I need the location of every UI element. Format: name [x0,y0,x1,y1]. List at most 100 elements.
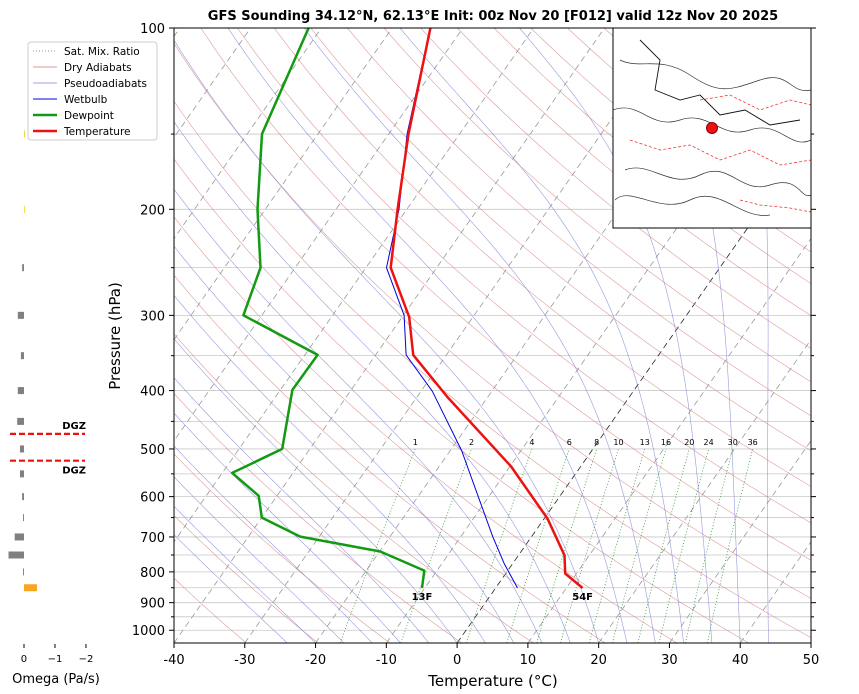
omega-bar [17,417,24,425]
isotherm [527,237,811,643]
x-tick-label: -10 [376,653,397,668]
legend-label: Pseudoadiabats [64,78,147,90]
y-tick-label: 200 [140,203,165,218]
legend-label: Dry Adiabats [64,62,132,74]
mixing-ratio-label: 20 [684,438,694,447]
y-tick-label: 600 [140,491,165,506]
dry-adiabat [200,28,811,561]
omega-bar [8,551,24,559]
mixing-ratio-label: 2 [469,438,474,447]
y-tick-label: 900 [140,597,165,612]
pseudoadiabat [399,28,684,643]
profile-line [230,28,426,589]
omega-bar [23,205,25,213]
dry-adiabat [174,216,678,643]
pseudoadiabat [174,476,345,643]
y-tick-label: 700 [140,531,165,546]
pseudoadiabat [749,28,769,643]
isotherm [174,28,605,643]
pseudoadiabat [174,445,373,643]
x-tick-label: 50 [803,653,820,668]
dry-adiabat [174,392,462,643]
mixing-ratio-line [707,448,754,643]
mixing-ratio-label: 6 [567,438,572,447]
omega-bar [19,470,24,478]
pseudoadiabat [647,28,741,643]
dry-adiabat [174,514,319,643]
dry-adiabat [420,28,811,349]
chart-title: GFS Sounding 34.12°N, 62.13°E Init: 00z … [208,9,778,24]
mixing-ratio-line [536,448,598,643]
y-tick-label: 400 [140,385,165,400]
mixing-ratio-line [588,448,646,643]
y-tick-label: 100 [140,22,165,37]
dry-adiabat [383,28,811,383]
dry-adiabat [174,333,534,643]
pseudoadiabat [174,505,316,643]
dry-adiabat [174,42,811,599]
x-tick-label: 40 [732,653,749,668]
dry-adiabat [273,28,811,487]
surface-label: 54F [572,592,593,603]
mixing-ratio-label: 10 [613,438,623,447]
mixing-ratio-label: 8 [594,438,599,447]
omega-bar [23,130,25,138]
mixing-ratio-line [612,448,667,643]
pseudoadiabat [303,28,656,643]
pseudoadiabat [174,121,571,643]
y-axis-label: Pressure (hPa) [106,282,124,390]
mixing-ratio-label: 1 [413,438,418,447]
pseudoadiabat [174,377,430,643]
pseudoadiabat [174,39,599,643]
omega-bar [23,568,24,576]
dry-adiabat [174,158,749,643]
surface-label: 13F [412,592,433,603]
omega-bar [17,311,24,319]
omega-tick-label: −1 [48,654,63,665]
dry-adiabat [237,28,811,524]
isotherm [174,28,322,240]
pseudoadiabat [174,338,458,643]
x-tick-label: 30 [661,653,678,668]
y-tick-label: 1000 [132,624,165,639]
dry-adiabat [174,577,247,643]
legend-label: Sat. Mix. Ratio [64,46,140,58]
dgz-label: DGZ [62,466,86,477]
mixing-ratio-line [400,448,472,643]
omega-axis-label: Omega (Pa/s) [12,672,100,687]
omega-bar [23,514,24,522]
mixing-ratio-line [560,448,619,643]
dry-adiabat [347,28,811,417]
dry-adiabat [457,28,811,316]
pseudoadiabat [174,188,543,643]
plot-frame [173,27,812,644]
isotherm [669,440,811,643]
legend-label: Dewpoint [64,110,114,122]
legend: Sat. Mix. Ratio Dry Adiabats Pseudoadiabat… [27,41,158,141]
dry-adiabat [493,28,811,284]
isotherm [456,136,811,643]
pseudoadiabat [519,28,713,643]
dgz-label: DGZ [62,421,86,432]
mixing-ratio-line [339,448,416,643]
isotherm [598,338,811,643]
omega-bar [23,584,38,592]
x-axis-label: Temperature (°C) [427,672,557,690]
x-tick-label: 10 [520,653,537,668]
mixing-ratio-label: 30 [728,438,738,447]
dry-adiabat [174,274,606,643]
x-tick-label: 20 [590,653,607,668]
profile-line [389,28,584,589]
omega-bar [19,445,24,453]
y-tick-label: 300 [140,309,165,324]
mixing-ratio-label: 36 [748,438,758,447]
mixing-ratio-label: 4 [529,438,534,447]
omega-bar [22,264,24,272]
x-tick-label: -40 [163,653,184,668]
x-tick-label: -30 [234,653,255,668]
omega-bar [22,493,24,501]
axes: -40 -30 -20 -10 0 10 20 30 40 5010020030040050060… [21,22,819,668]
pseudoadiabat [174,534,288,643]
legend-label: Wetbulb [64,94,108,106]
mixing-ratio-line [658,448,709,643]
